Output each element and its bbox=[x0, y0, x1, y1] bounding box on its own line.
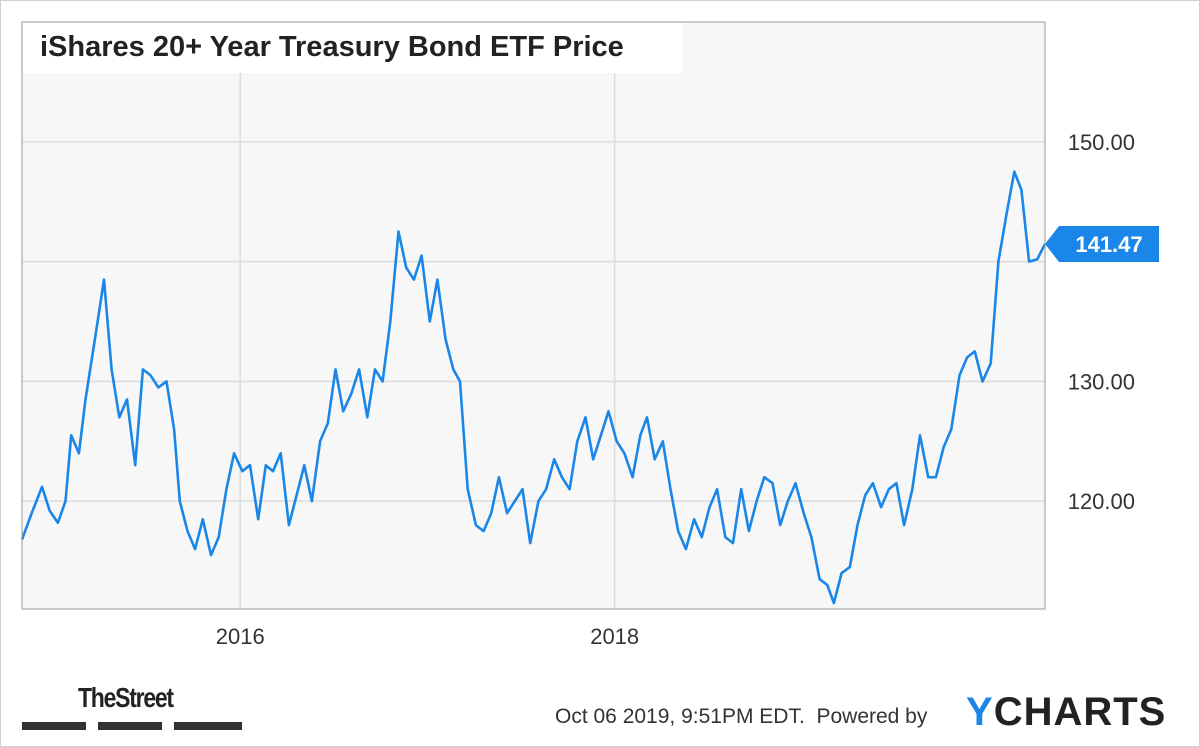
thestreet-logo-text: TheStreet bbox=[78, 682, 174, 713]
thestreet-logo-bar bbox=[174, 722, 242, 730]
ycharts-logo-rest: CHARTS bbox=[993, 690, 1167, 734]
thestreet-logo-bar bbox=[98, 722, 162, 730]
powered-by-label: Powered by bbox=[816, 705, 928, 728]
x-tick-label: 2016 bbox=[216, 624, 265, 649]
plot-area bbox=[22, 22, 1045, 609]
x-tick-label: 2018 bbox=[590, 624, 639, 649]
thestreet-logo-bar bbox=[22, 722, 86, 730]
thestreet-logo: TheStreet bbox=[22, 682, 242, 734]
last-value-label: 141.47 bbox=[1075, 232, 1142, 257]
chart-title: iShares 20+ Year Treasury Bond ETF Price bbox=[40, 31, 624, 63]
y-tick-label: 150.00 bbox=[1068, 130, 1135, 155]
series-layer bbox=[20, 170, 1047, 605]
y-tick-label: 120.00 bbox=[1068, 489, 1135, 514]
footer-text: Oct 06 2019, 9:51PM EDT. Powered by bbox=[555, 705, 927, 729]
plot-border bbox=[21, 21, 1046, 610]
ycharts-logo-y: Y bbox=[966, 690, 994, 734]
grid bbox=[22, 22, 1045, 609]
last-value-badge: 141.47 bbox=[1045, 225, 1159, 262]
series-line bbox=[20, 170, 1047, 605]
ycharts-logo[interactable]: YCHARTS bbox=[966, 690, 1166, 735]
title-background bbox=[23, 23, 683, 73]
tick-labels: 120.00 130.00 150.00 2016 2018 bbox=[216, 130, 1135, 649]
timestamp: Oct 06 2019, 9:51PM EDT. bbox=[555, 705, 805, 728]
last-value-marker bbox=[1045, 225, 1159, 262]
y-tick-label: 130.00 bbox=[1068, 369, 1135, 394]
